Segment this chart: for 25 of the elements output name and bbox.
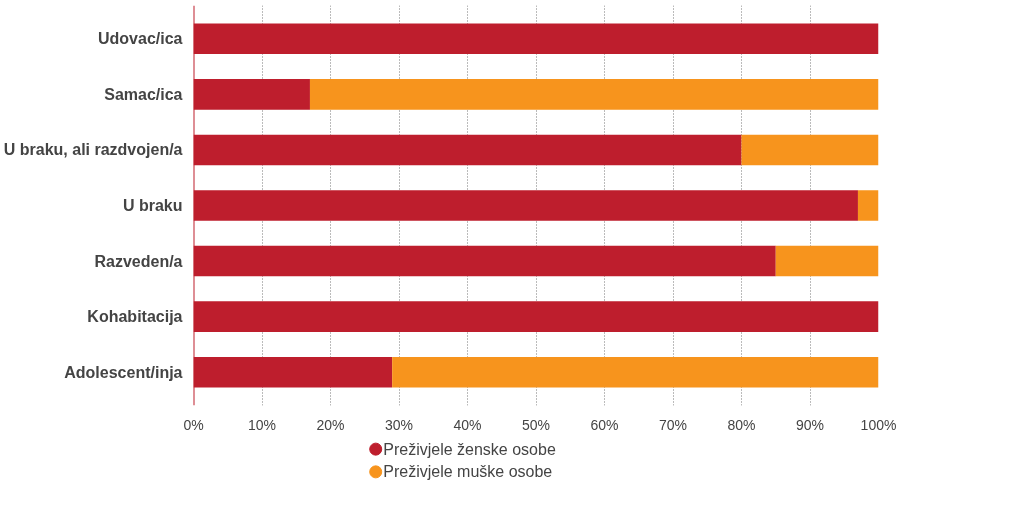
y-tick-label: Kohabitacija [87,308,183,326]
x-tick-label: 80% [727,416,756,433]
x-tick-label: 30% [384,416,414,433]
bar [309,79,879,110]
x-tick-label: 50% [521,416,551,433]
y-tick-label: Adolescent/inja [64,363,183,381]
x-tick-label: 60% [590,416,619,433]
x-tick-label: 100% [860,416,897,433]
bar [775,245,879,277]
bar [392,356,879,388]
x-tick-label: 10% [247,416,277,433]
x-tick-label: 0% [183,416,204,433]
y-tick-label: Udovac/ica [98,30,183,48]
bar [857,190,879,221]
y-tick-label: Razveden/a [94,252,183,270]
x-tick-label: 20% [316,416,345,433]
x-tick-label: 70% [658,416,688,433]
bar [741,134,879,166]
y-tick-label: Samac/ica [104,85,183,103]
legend-label: Preživjele ženske osobe [383,440,556,458]
y-tick-label: U braku [122,197,183,214]
x-tick-label: 40% [453,416,482,433]
legend-label: Preživjele muške osobe [383,463,553,481]
y-tick-label: U braku, ali razdvojen/a [3,141,183,159]
x-tick-label: 90% [795,416,825,433]
